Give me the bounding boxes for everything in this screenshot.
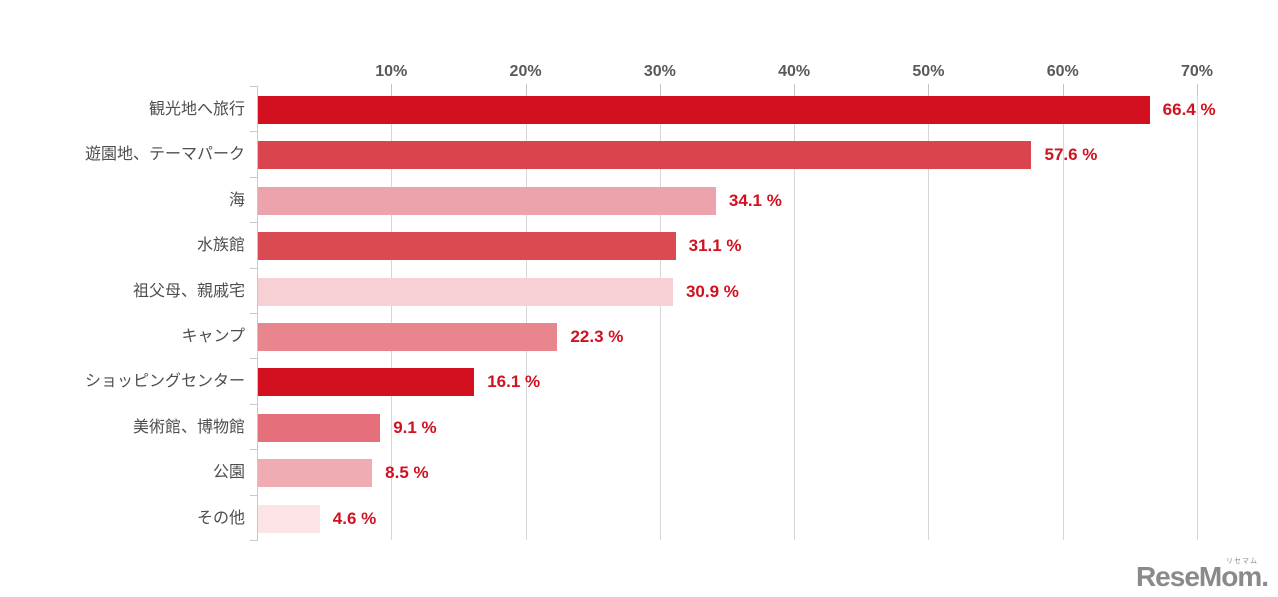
bar [258, 277, 673, 306]
value-label: 34.1 % [728, 190, 782, 210]
bar [258, 323, 558, 351]
x-axis-tick [1062, 84, 1064, 96]
category-label: ショッピングセンター [84, 373, 245, 391]
x-axis-tick-label: 40% [778, 63, 811, 80]
resemom-logo-ruby: リセマム [1226, 558, 1258, 565]
category-label: 観光地へ旅行 [148, 101, 245, 118]
bar [258, 232, 676, 261]
y-axis-tick [250, 358, 258, 360]
x-axis-tick [659, 84, 661, 96]
y-axis-tick [250, 86, 258, 87]
x-axis-tick-label: 30% [643, 63, 676, 80]
gridline [525, 86, 527, 540]
x-axis-tick-label: 60% [1046, 63, 1079, 80]
x-axis-tick [1197, 84, 1198, 96]
y-axis-tick [250, 540, 258, 541]
x-axis-tick [928, 84, 930, 96]
value-label: 16.1 % [487, 372, 541, 392]
y-axis-tick [250, 494, 258, 496]
value-label: 9.1 % [393, 417, 437, 437]
value-label: 66.4 % [1162, 100, 1216, 119]
value-label: 22.3 % [570, 327, 624, 346]
y-axis-tick [250, 176, 258, 178]
resemom-logo-text: ReseMom. [1135, 561, 1269, 592]
gridline [1197, 86, 1198, 540]
x-axis-tick [794, 84, 796, 96]
x-axis-tick [525, 84, 527, 96]
bar [258, 141, 1032, 170]
bar [258, 186, 716, 215]
bar [258, 413, 381, 442]
category-label: 遊園地、テーマパーク [84, 146, 245, 164]
bar [258, 96, 1150, 124]
x-axis-tick-label: 50% [912, 63, 945, 80]
category-label: 海 [228, 191, 245, 209]
gridline [1062, 86, 1064, 540]
y-axis-tick [250, 403, 258, 405]
value-label: 4.6 % [332, 508, 377, 528]
value-label: 30.9 % [685, 281, 739, 301]
gridline [659, 86, 661, 540]
category-label: その他 [196, 509, 245, 527]
bar [258, 459, 373, 488]
value-label: 57.6 % [1044, 145, 1098, 165]
y-axis-tick [250, 449, 258, 451]
value-label: 8.5 % [385, 463, 429, 483]
y-axis-tick [250, 222, 258, 224]
y-axis-tick [250, 313, 258, 314]
category-label: 公園 [212, 464, 245, 482]
x-axis-tick [391, 84, 393, 96]
y-axis-tick [250, 131, 258, 133]
x-axis-tick-label: 70% [1180, 63, 1214, 80]
x-axis-tick-label: 20% [509, 63, 542, 80]
y-axis-tick [250, 267, 258, 269]
category-label: 祖父母、親戚宅 [132, 282, 245, 300]
resemom-logo: リセマム ReseMom. [1135, 558, 1269, 592]
category-label: 美術館、博物館 [132, 418, 245, 436]
bar [258, 504, 320, 533]
gridline [391, 86, 393, 540]
category-label: キャンプ [181, 328, 245, 345]
bar [258, 368, 475, 397]
x-axis-tick-label: 10% [375, 63, 408, 80]
category-label: 水族館 [196, 237, 245, 255]
gridline [928, 86, 930, 540]
value-label: 31.1 % [688, 236, 742, 256]
gridline [794, 86, 796, 540]
